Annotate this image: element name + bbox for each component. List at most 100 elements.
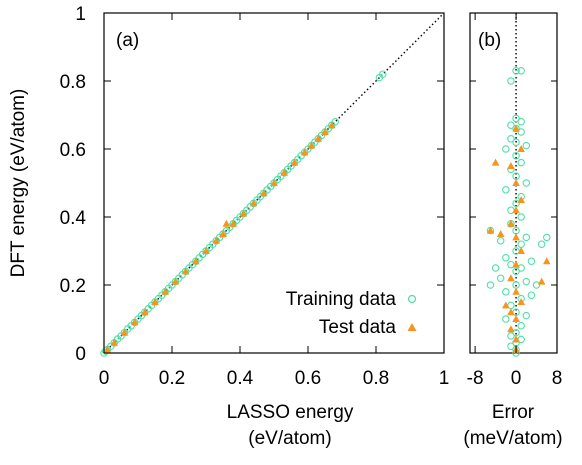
panel-b-x-ticks: -8 0 8 bbox=[467, 12, 563, 389]
test-error-point bbox=[517, 145, 525, 152]
panel-a-y-ticks: 0 0.2 0.4 0.6 0.8 1 bbox=[60, 4, 444, 365]
x-tick-label: 1 bbox=[439, 368, 450, 389]
test-error-point bbox=[502, 301, 510, 309]
test-point bbox=[202, 247, 210, 254]
test-error-point bbox=[517, 298, 525, 305]
y-tick-label: 0.8 bbox=[60, 72, 86, 93]
test-error-point bbox=[517, 196, 525, 203]
test-error-point bbox=[507, 162, 515, 169]
training-error-point bbox=[512, 152, 520, 160]
x-tick-label: 0.6 bbox=[295, 368, 321, 389]
error-x-tick-label: -8 bbox=[467, 368, 484, 389]
training-error-point bbox=[486, 281, 495, 289]
training-error-point bbox=[496, 237, 505, 245]
panel-a-label: (a) bbox=[116, 30, 139, 51]
training-error-point bbox=[522, 141, 531, 150]
test-point bbox=[249, 199, 258, 207]
test-error-point bbox=[537, 277, 546, 285]
training-error-point bbox=[507, 77, 515, 85]
panel-b-label: (b) bbox=[478, 30, 501, 51]
y-tick-label: 0.2 bbox=[60, 276, 86, 297]
training-error-point bbox=[512, 114, 520, 123]
training-error-point bbox=[496, 274, 505, 282]
training-error-point bbox=[502, 315, 510, 323]
test-error-point bbox=[512, 179, 520, 186]
training-error-point bbox=[491, 264, 500, 272]
x-tick-label: 0 bbox=[99, 368, 110, 389]
training-error-point bbox=[502, 186, 510, 194]
training-error-point bbox=[502, 254, 510, 262]
test-error-point bbox=[491, 158, 500, 166]
test-point bbox=[171, 277, 180, 285]
panel-a-ylabel: DFT energy (eV/atom) bbox=[8, 89, 29, 278]
test-point bbox=[328, 121, 336, 129]
test-point bbox=[307, 141, 316, 149]
x-tick-label: 0.8 bbox=[363, 368, 389, 389]
legend-test-label: Test data bbox=[319, 317, 397, 338]
panel-a-x-ticks: 0 0.2 0.4 0.6 0.8 1 bbox=[99, 13, 450, 389]
training-error-point bbox=[512, 67, 520, 75]
training-error-point bbox=[517, 264, 525, 272]
training-error-point bbox=[522, 311, 531, 320]
y-tick-label: 0.6 bbox=[60, 140, 86, 161]
training-error-point bbox=[522, 179, 531, 187]
training-error-point bbox=[517, 322, 525, 330]
training-error-point bbox=[507, 121, 515, 129]
test-error-point bbox=[542, 257, 551, 265]
test-error-point bbox=[512, 233, 520, 241]
test-point bbox=[120, 328, 129, 336]
panel-b-xlabel-line1: Error bbox=[492, 402, 535, 423]
error-x-tick-label: 8 bbox=[552, 368, 563, 389]
training-error-point bbox=[512, 267, 520, 276]
test-point bbox=[103, 345, 112, 353]
training-error-point bbox=[522, 277, 531, 286]
test-point bbox=[222, 219, 231, 227]
test-point bbox=[161, 287, 169, 295]
training-error-point bbox=[517, 213, 525, 221]
training-error-point bbox=[527, 257, 536, 265]
training-error-point bbox=[527, 291, 536, 299]
legend: Training data Test data bbox=[286, 289, 417, 338]
training-error-point bbox=[507, 342, 515, 350]
test-point bbox=[270, 179, 278, 186]
training-error-point bbox=[512, 226, 520, 235]
test-point bbox=[130, 318, 139, 326]
test-error-point bbox=[486, 226, 495, 234]
panel-a-xlabel-line1: LASSO energy bbox=[227, 402, 354, 423]
test-error-point bbox=[512, 206, 520, 214]
training-error-point bbox=[502, 145, 510, 153]
test-point bbox=[290, 158, 299, 166]
test-point bbox=[300, 148, 309, 156]
test-point bbox=[192, 257, 200, 265]
test-error-point bbox=[512, 287, 520, 295]
test-error-point bbox=[517, 247, 525, 254]
training-error-point bbox=[532, 281, 541, 289]
training-error-point bbox=[517, 118, 525, 126]
test-point bbox=[321, 128, 329, 135]
test-point bbox=[181, 267, 190, 275]
test-error-point bbox=[507, 274, 515, 282]
training-error-point bbox=[517, 240, 525, 248]
panel-a-frame bbox=[103, 12, 445, 354]
test-error-point bbox=[507, 219, 515, 227]
legend-training-marker bbox=[407, 294, 417, 304]
x-tick-label: 0.2 bbox=[159, 368, 185, 389]
training-error-point bbox=[543, 233, 551, 242]
y-tick-label: 0.4 bbox=[60, 208, 87, 229]
training-point bbox=[379, 70, 387, 78]
x-tick-label: 0.4 bbox=[227, 368, 254, 389]
test-error-point bbox=[512, 124, 520, 132]
panel-b-xlabel-line2: (meV/atom) bbox=[463, 428, 562, 449]
training-error-point bbox=[522, 233, 531, 242]
test-point bbox=[280, 168, 288, 176]
training-error-point bbox=[507, 332, 515, 340]
training-error-point bbox=[537, 240, 546, 248]
test-point bbox=[151, 298, 159, 305]
panel-b: -8 0 8 (b) Error (meV/atom) bbox=[463, 12, 563, 449]
test-point bbox=[239, 209, 248, 217]
test-error-point bbox=[512, 315, 520, 322]
panel-a: 0 0.2 0.4 0.6 0.8 1 0 0.2 0.4 0.6 0.8 1 (a) LASSO … bbox=[8, 4, 449, 449]
legend-training-label: Training data bbox=[286, 289, 397, 310]
training-error-point bbox=[512, 138, 520, 146]
